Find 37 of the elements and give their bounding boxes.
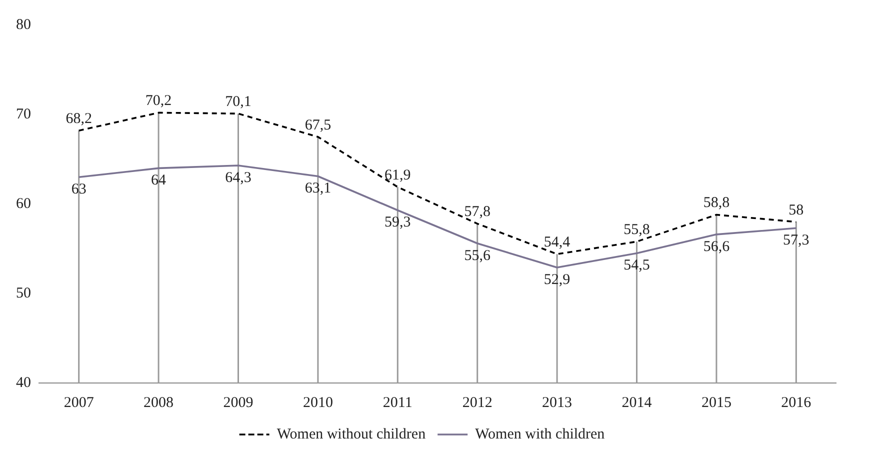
x-tick-label: 2012: [462, 394, 492, 411]
data-label: 63: [71, 182, 86, 198]
data-label: 58,8: [703, 195, 730, 212]
y-tick-label: 40: [16, 374, 31, 391]
data-label: 55,6: [464, 248, 491, 264]
x-tick-label: 2014: [622, 394, 652, 411]
x-tick-label: 2015: [701, 394, 732, 411]
data-label: 57,8: [464, 204, 490, 220]
data-label: 70,2: [145, 93, 172, 110]
data-label: 54,5: [624, 258, 650, 274]
y-tick-label: 60: [16, 196, 31, 212]
data-label: 70,1: [225, 94, 252, 110]
x-tick-label: 2016: [781, 394, 812, 411]
legend-label: Women with children: [475, 426, 606, 442]
x-tick-label: 2009: [223, 394, 254, 411]
data-label: 59,3: [384, 214, 411, 231]
data-label: 54,4: [544, 234, 571, 251]
x-tick-label: 2011: [382, 394, 412, 411]
data-label: 56,6: [703, 238, 730, 255]
data-label: 61,9: [384, 167, 411, 184]
legend-label: Women without children: [276, 426, 426, 442]
y-tick-label: 50: [16, 285, 31, 302]
x-tick-label: 2008: [144, 394, 174, 411]
data-label: 58: [788, 202, 804, 218]
data-label: 64,3: [225, 170, 252, 186]
y-tick-label: 70: [16, 106, 31, 122]
data-label: 52,9: [544, 272, 570, 288]
data-label: 68,2: [66, 111, 92, 128]
y-tick-label: 80: [16, 16, 31, 33]
x-tick-label: 2007: [64, 394, 94, 411]
data-label: 57,3: [783, 232, 810, 249]
data-label: 63,1: [304, 180, 332, 197]
x-tick-label: 2013: [542, 394, 572, 411]
x-tick-label: 2010: [302, 394, 333, 411]
data-label: 55,8: [624, 222, 650, 238]
data-label: 67,5: [304, 117, 332, 134]
data-label: 64: [151, 172, 167, 189]
